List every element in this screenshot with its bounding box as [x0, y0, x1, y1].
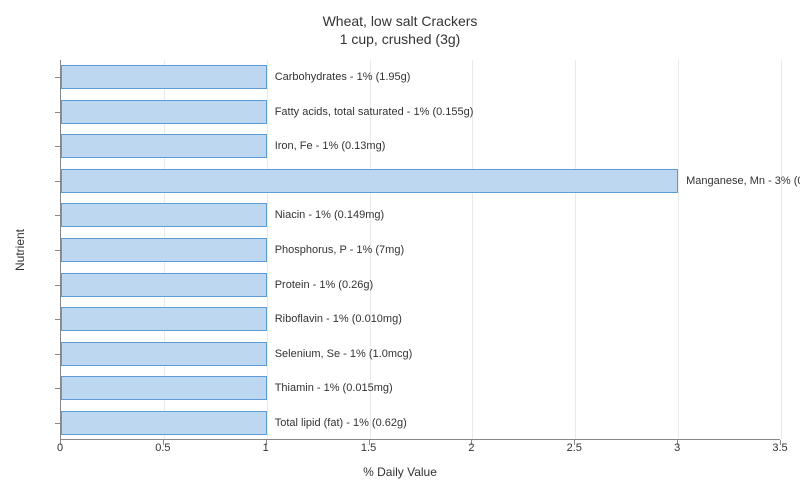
- y-tick-mark: [55, 423, 60, 424]
- nutrient-bar: [61, 307, 267, 331]
- bar-label: Selenium, Se - 1% (1.0mcg): [275, 348, 413, 360]
- nutrient-bar: [61, 134, 267, 158]
- nutrient-bar: [61, 342, 267, 366]
- bar-row: Manganese, Mn - 3% (0.053mg): [61, 169, 800, 193]
- nutrient-bar: [61, 376, 267, 400]
- bar-row: Thiamin - 1% (0.015mg): [61, 376, 393, 400]
- bar-label: Protein - 1% (0.26g): [275, 279, 373, 291]
- bar-label: Niacin - 1% (0.149mg): [275, 209, 384, 221]
- y-tick-mark: [55, 354, 60, 355]
- nutrient-bar: [61, 273, 267, 297]
- x-tick-label: 2: [468, 442, 474, 454]
- bar-row: Fatty acids, total saturated - 1% (0.155…: [61, 100, 473, 124]
- nutrient-bar: [61, 100, 267, 124]
- x-tick-label: 1: [263, 442, 269, 454]
- nutrient-bar: [61, 169, 678, 193]
- bar-label: Carbohydrates - 1% (1.95g): [275, 71, 411, 83]
- bar-label: Total lipid (fat) - 1% (0.62g): [275, 417, 407, 429]
- x-tick-label: 0.5: [155, 442, 170, 454]
- y-tick-mark: [55, 319, 60, 320]
- bar-label: Manganese, Mn - 3% (0.053mg): [686, 175, 800, 187]
- y-tick-mark: [55, 215, 60, 216]
- gridline: [575, 60, 576, 439]
- bar-row: Selenium, Se - 1% (1.0mcg): [61, 342, 412, 366]
- y-tick-mark: [55, 285, 60, 286]
- plot-area: Carbohydrates - 1% (1.95g) Fatty acids, t…: [60, 60, 780, 440]
- chart-title-line2: 1 cup, crushed (3g): [0, 30, 800, 48]
- y-tick-mark: [55, 181, 60, 182]
- nutrient-bar-chart: Wheat, low salt Crackers 1 cup, crushed …: [0, 0, 800, 500]
- gridline: [781, 60, 782, 439]
- chart-title-line1: Wheat, low salt Crackers: [0, 12, 800, 30]
- bar-row: Total lipid (fat) - 1% (0.62g): [61, 411, 407, 435]
- bar-label: Fatty acids, total saturated - 1% (0.155…: [275, 106, 474, 118]
- bar-row: Iron, Fe - 1% (0.13mg): [61, 134, 385, 158]
- chart-title: Wheat, low salt Crackers 1 cup, crushed …: [0, 0, 800, 48]
- y-tick-mark: [55, 388, 60, 389]
- bar-row: Niacin - 1% (0.149mg): [61, 203, 384, 227]
- nutrient-bar: [61, 65, 267, 89]
- bar-label: Phosphorus, P - 1% (7mg): [275, 244, 404, 256]
- x-tick-label: 2.5: [567, 442, 582, 454]
- x-tick-label: 3.5: [772, 442, 787, 454]
- x-tick-label: 3: [674, 442, 680, 454]
- nutrient-bar: [61, 203, 267, 227]
- nutrient-bar: [61, 411, 267, 435]
- y-tick-mark: [55, 77, 60, 78]
- bar-row: Riboflavin - 1% (0.010mg): [61, 307, 402, 331]
- x-axis-label: % Daily Value: [363, 465, 437, 479]
- x-tick-label: 1.5: [361, 442, 376, 454]
- bar-row: Protein - 1% (0.26g): [61, 273, 373, 297]
- x-tick-label: 0: [57, 442, 63, 454]
- bar-row: Phosphorus, P - 1% (7mg): [61, 238, 404, 262]
- y-tick-mark: [55, 146, 60, 147]
- bar-label: Riboflavin - 1% (0.010mg): [275, 313, 402, 325]
- bar-label: Iron, Fe - 1% (0.13mg): [275, 140, 386, 152]
- nutrient-bar: [61, 238, 267, 262]
- bar-row: Carbohydrates - 1% (1.95g): [61, 65, 410, 89]
- y-tick-mark: [55, 112, 60, 113]
- y-axis-label: Nutrient: [13, 229, 27, 271]
- y-tick-mark: [55, 250, 60, 251]
- gridline: [678, 60, 679, 439]
- bar-label: Thiamin - 1% (0.015mg): [275, 382, 393, 394]
